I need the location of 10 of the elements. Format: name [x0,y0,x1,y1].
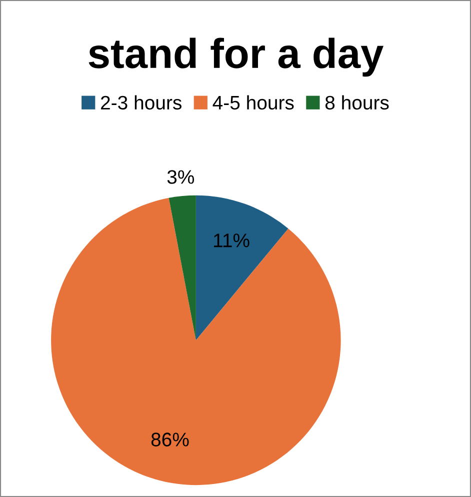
legend-label: 4-5 hours [212,95,294,110]
legend-label: 2-3 hours [101,95,182,110]
pie-slice [51,198,341,486]
pie-slice [196,195,288,340]
chart-title: stand for a day [88,38,384,77]
data-label: 86% [151,432,189,446]
data-label: 11% [214,234,250,248]
pie-slice [168,195,196,340]
data-label: 3% [167,170,194,184]
legend-label: 8 hours [325,95,389,110]
